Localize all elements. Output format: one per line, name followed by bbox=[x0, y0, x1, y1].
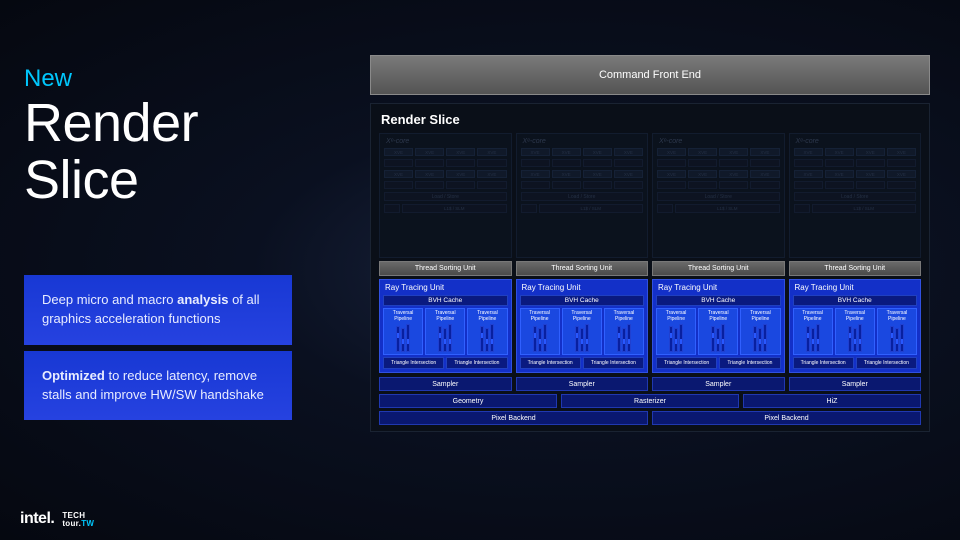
xe-core-label: Xᵉ-core bbox=[521, 138, 644, 145]
bvh-cache-block: BVH Cache bbox=[520, 295, 645, 306]
title-line-2: Slice bbox=[24, 150, 139, 210]
triangle-intersection-block: Triangle Intersection bbox=[719, 357, 780, 369]
traversal-pipeline-block: Traversal Pipeline bbox=[877, 308, 917, 355]
traversal-pipeline-block: Traversal Pipeline bbox=[740, 308, 780, 355]
render-slice-title: Render Slice bbox=[379, 112, 921, 127]
text-strong: analysis bbox=[177, 292, 228, 307]
rtu-title: Ray Tracing Unit bbox=[793, 282, 918, 293]
title-line-1: Render bbox=[24, 93, 198, 153]
ray-tracing-unit-block: Ray Tracing Unit BVH Cache Traversal Pipel… bbox=[652, 279, 785, 373]
core-column: Xᵉ-coreXVEXVEXVEXVEXVEXVEXVEXVELoad / St… bbox=[652, 133, 785, 373]
pixel-backend-block: Pixel Backend bbox=[652, 411, 921, 425]
traversal-pipeline-block: Traversal Pipeline bbox=[520, 308, 560, 355]
render-slice-block: Render Slice Xᵉ-coreXVEXVEXVEXVEXVEXVEXV… bbox=[370, 103, 930, 432]
traversal-pipeline-block: Traversal Pipeline bbox=[425, 308, 465, 355]
ray-tracing-unit-block: Ray Tracing Unit BVH Cache Traversal Pipel… bbox=[516, 279, 649, 373]
new-label: New bbox=[24, 65, 334, 93]
sampler-block: Sampler bbox=[379, 377, 512, 391]
bullet-analysis: Deep micro and macro analysis of all gra… bbox=[24, 275, 292, 345]
xe-core-block: Xᵉ-coreXVEXVEXVEXVEXVEXVEXVEXVELoad / St… bbox=[516, 133, 649, 258]
sampler-block: Sampler bbox=[516, 377, 649, 391]
core-column: Xᵉ-coreXVEXVEXVEXVEXVEXVEXVEXVELoad / St… bbox=[789, 133, 922, 373]
hiz-block: HiZ bbox=[743, 394, 921, 408]
rtu-title: Ray Tracing Unit bbox=[520, 282, 645, 293]
traversal-pipeline-block: Traversal Pipeline bbox=[383, 308, 423, 355]
bullet-list: Deep micro and macro analysis of all gra… bbox=[24, 275, 292, 420]
ray-tracing-unit-block: Ray Tracing Unit BVH Cache Traversal Pipel… bbox=[789, 279, 922, 373]
command-front-end-block: Command Front End bbox=[370, 55, 930, 95]
text: tour. bbox=[62, 519, 81, 528]
xe-core-block: Xᵉ-coreXVEXVEXVEXVEXVEXVEXVEXVELoad / St… bbox=[789, 133, 922, 258]
traversal-pipeline-block: Traversal Pipeline bbox=[835, 308, 875, 355]
cores-row: Xᵉ-coreXVEXVEXVEXVEXVEXVEXVEXVELoad / St… bbox=[379, 133, 921, 373]
thread-sorting-unit-block: Thread Sorting Unit bbox=[516, 261, 649, 276]
core-column: Xᵉ-coreXVEXVEXVEXVEXVEXVEXVEXVELoad / St… bbox=[516, 133, 649, 373]
page-title: Render Slice bbox=[24, 95, 334, 208]
triangle-intersection-block: Triangle Intersection bbox=[656, 357, 717, 369]
traversal-pipeline-block: Traversal Pipeline bbox=[562, 308, 602, 355]
rasterizer-block: Rasterizer bbox=[561, 394, 739, 408]
xe-core-label: Xᵉ-core bbox=[384, 138, 507, 145]
triangle-intersection-block: Triangle Intersection bbox=[383, 357, 444, 369]
sampler-block: Sampler bbox=[652, 377, 785, 391]
xe-core-block: Xᵉ-coreXVEXVEXVEXVEXVEXVEXVEXVELoad / St… bbox=[652, 133, 785, 258]
bvh-cache-block: BVH Cache bbox=[793, 295, 918, 306]
pixel-backend-block: Pixel Backend bbox=[379, 411, 648, 425]
text: TW bbox=[81, 519, 94, 528]
xe-core-label: Xᵉ-core bbox=[794, 138, 917, 145]
xe-core-block: Xᵉ-coreXVEXVEXVEXVEXVEXVEXVEXVELoad / St… bbox=[379, 133, 512, 258]
triangle-intersection-block: Triangle Intersection bbox=[520, 357, 581, 369]
tech-tour-logo: TECH tour.TW bbox=[62, 512, 94, 528]
footer: intel. TECH tour.TW bbox=[20, 510, 94, 528]
bvh-cache-block: BVH Cache bbox=[383, 295, 508, 306]
core-column: Xᵉ-coreXVEXVEXVEXVEXVEXVEXVEXVELoad / St… bbox=[379, 133, 512, 373]
geometry-row: Geometry Rasterizer HiZ bbox=[379, 394, 921, 408]
rtu-title: Ray Tracing Unit bbox=[383, 282, 508, 293]
traversal-pipeline-block: Traversal Pipeline bbox=[604, 308, 644, 355]
text-strong: Optimized bbox=[42, 368, 105, 383]
traversal-pipeline-block: Traversal Pipeline bbox=[656, 308, 696, 355]
bullet-optimized: Optimized to reduce latency, remove stal… bbox=[24, 351, 292, 421]
geometry-block: Geometry bbox=[379, 394, 557, 408]
triangle-intersection-block: Triangle Intersection bbox=[583, 357, 644, 369]
architecture-diagram: Command Front End Render Slice Xᵉ-coreXV… bbox=[370, 55, 930, 432]
sampler-row: SamplerSamplerSamplerSampler bbox=[379, 377, 921, 391]
xe-core-label: Xᵉ-core bbox=[657, 138, 780, 145]
traversal-pipeline-block: Traversal Pipeline bbox=[698, 308, 738, 355]
rtu-title: Ray Tracing Unit bbox=[656, 282, 781, 293]
pixel-backend-row: Pixel Backend Pixel Backend bbox=[379, 411, 921, 425]
thread-sorting-unit-block: Thread Sorting Unit bbox=[789, 261, 922, 276]
traversal-pipeline-block: Traversal Pipeline bbox=[793, 308, 833, 355]
sampler-block: Sampler bbox=[789, 377, 922, 391]
traversal-pipeline-block: Traversal Pipeline bbox=[467, 308, 507, 355]
text: Deep micro and macro bbox=[42, 292, 177, 307]
triangle-intersection-block: Triangle Intersection bbox=[793, 357, 854, 369]
intel-logo: intel. bbox=[20, 510, 54, 528]
ray-tracing-unit-block: Ray Tracing Unit BVH Cache Traversal Pipel… bbox=[379, 279, 512, 373]
triangle-intersection-block: Triangle Intersection bbox=[856, 357, 917, 369]
thread-sorting-unit-block: Thread Sorting Unit bbox=[379, 261, 512, 276]
triangle-intersection-block: Triangle Intersection bbox=[446, 357, 507, 369]
bvh-cache-block: BVH Cache bbox=[656, 295, 781, 306]
thread-sorting-unit-block: Thread Sorting Unit bbox=[652, 261, 785, 276]
